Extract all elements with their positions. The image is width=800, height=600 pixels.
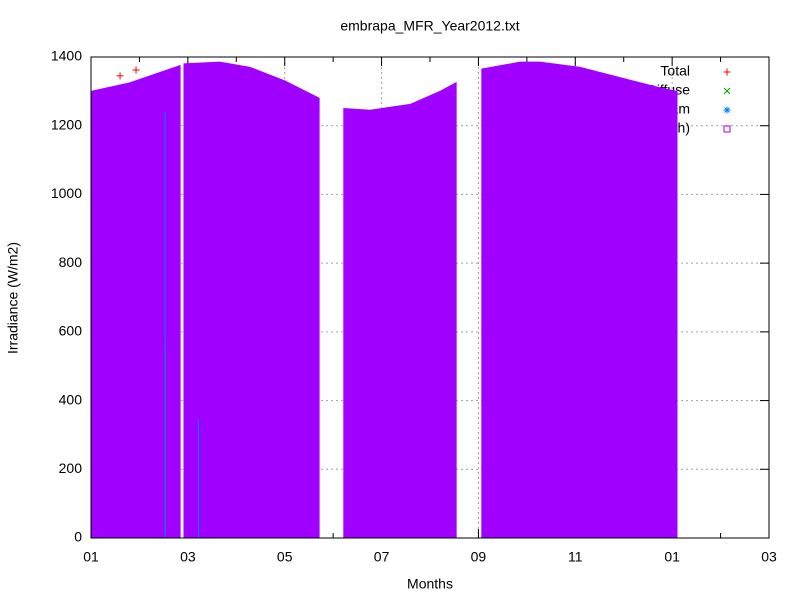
y-tick-label: 0 bbox=[74, 529, 82, 545]
y-tick-label: 800 bbox=[59, 254, 83, 270]
point bbox=[132, 66, 140, 74]
x-tick-label: 01 bbox=[83, 549, 99, 565]
area bbox=[90, 61, 678, 539]
y-tick-label: 1400 bbox=[51, 48, 82, 64]
y-axis-label: Irradiance (W/m2) bbox=[5, 242, 21, 354]
y-tick-label: 600 bbox=[59, 323, 83, 339]
y-tick-label: 1000 bbox=[51, 185, 82, 201]
x-tick-label: 11 bbox=[568, 549, 583, 565]
x-tick-label: 03 bbox=[761, 549, 777, 565]
plot-border bbox=[90, 56, 770, 539]
x-tick-label: 03 bbox=[180, 549, 196, 565]
legend-marker bbox=[723, 68, 731, 76]
x-tick-label: 07 bbox=[374, 549, 390, 565]
y-tick-label: 200 bbox=[59, 460, 83, 476]
legend-marker bbox=[723, 125, 731, 133]
legend-label: Total bbox=[660, 63, 690, 79]
y-tick-label: 1200 bbox=[51, 116, 82, 132]
legend-marker bbox=[723, 87, 731, 95]
x-tick-label: 09 bbox=[471, 549, 487, 565]
point bbox=[116, 72, 124, 80]
x-tick-label: 01 bbox=[664, 549, 680, 565]
y-tick-label: 400 bbox=[59, 391, 83, 407]
chart-title: embrapa_MFR_Year2012.txt bbox=[340, 18, 519, 34]
legend-marker bbox=[723, 106, 731, 114]
x-axis-label: Months bbox=[407, 576, 453, 592]
x-tick-label: 05 bbox=[277, 549, 293, 565]
legend-label: h) bbox=[678, 120, 690, 136]
